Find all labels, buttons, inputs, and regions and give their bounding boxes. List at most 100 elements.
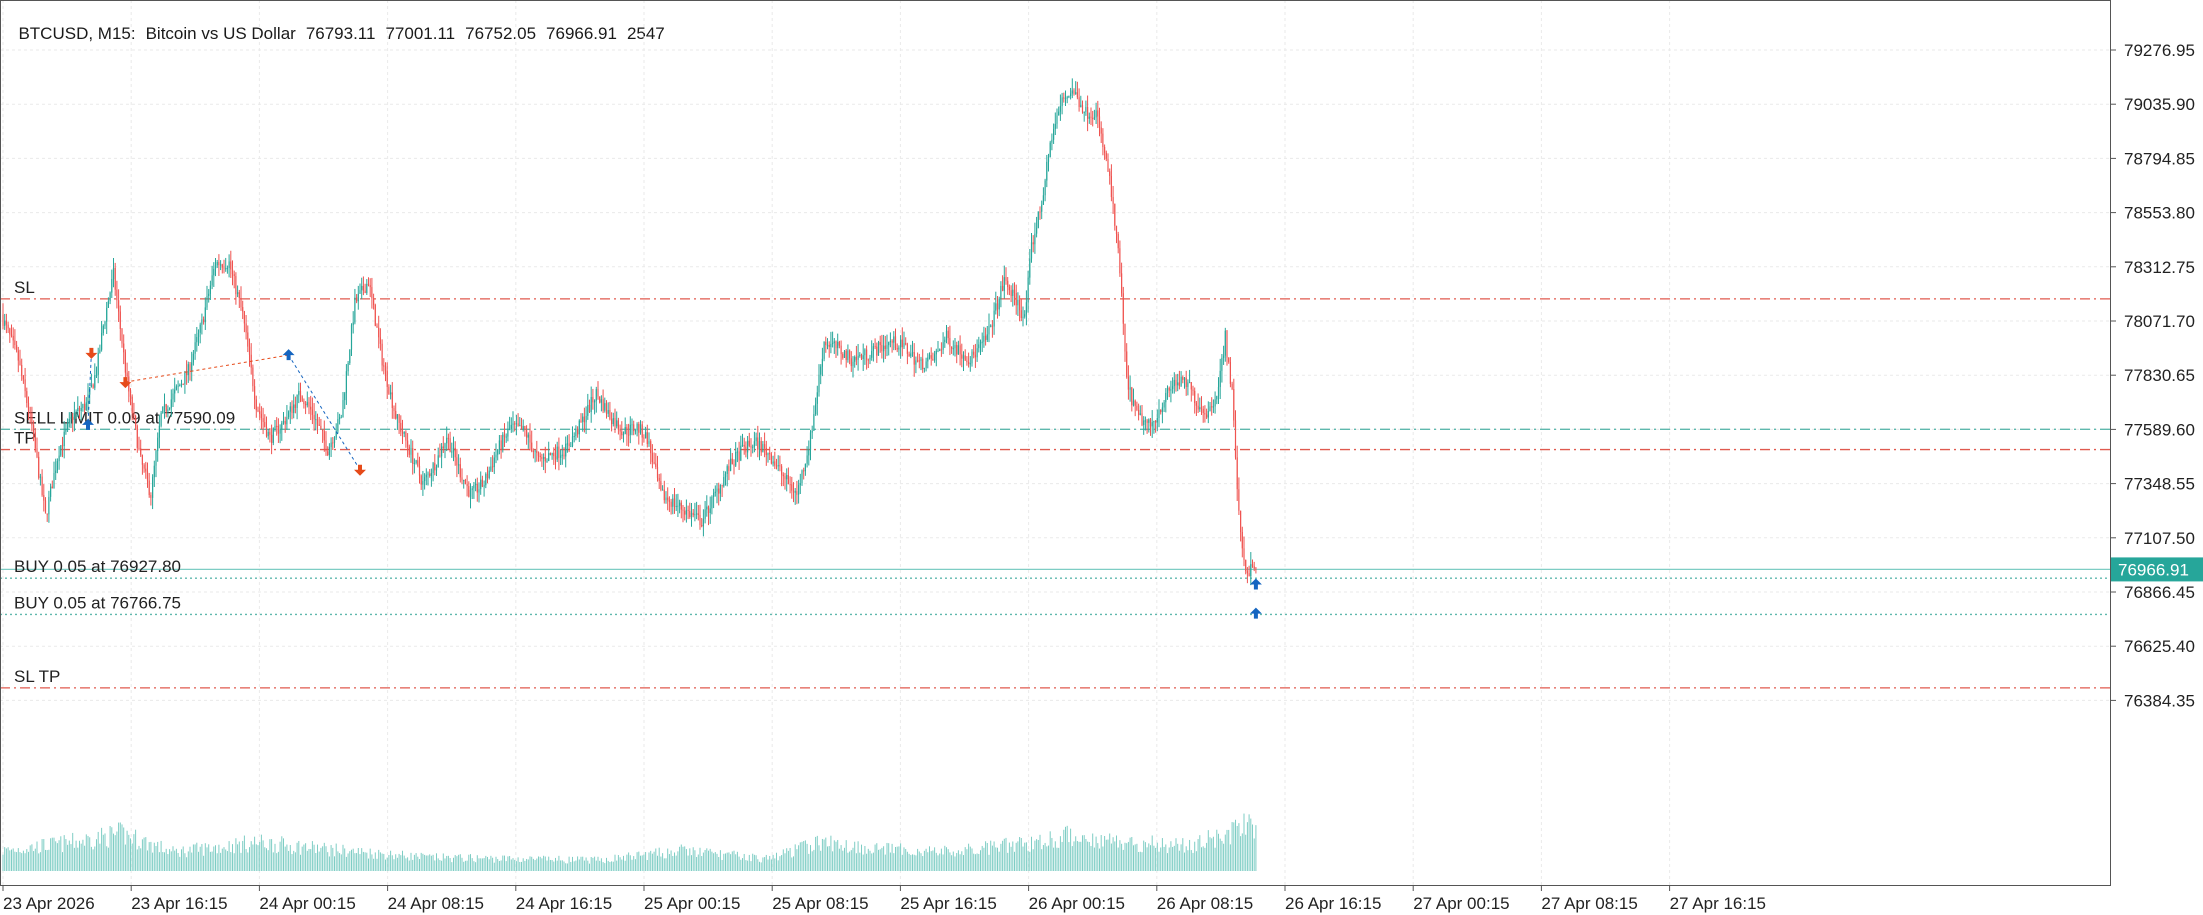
volume-bar: [1199, 835, 1201, 871]
volume-bar: [743, 853, 745, 871]
volume-bar: [901, 854, 903, 871]
volume-bar: [196, 842, 198, 871]
bull-candle-body: [157, 437, 159, 452]
volume-bar: [954, 856, 956, 871]
volume-bar: [65, 839, 67, 871]
bear-candle-body: [384, 366, 387, 371]
bull-candle-body: [1088, 116, 1090, 119]
volume-bar: [22, 850, 24, 871]
bear-candle-body: [1236, 457, 1238, 490]
bear-candle-body: [775, 465, 778, 467]
bull-candle-body: [56, 461, 58, 471]
bull-candle-body: [1041, 204, 1043, 212]
bull-candle-body: [723, 477, 725, 487]
volume-bar: [430, 855, 432, 871]
bull-candle-body: [488, 470, 490, 479]
bull-candle-body: [1080, 105, 1082, 108]
bear-candle-body: [699, 514, 701, 526]
bull-candle-body: [578, 420, 580, 435]
bull-candle-body: [480, 479, 482, 490]
volume-bar: [674, 852, 675, 871]
bear-candle-body: [906, 344, 908, 354]
volume-bar: [728, 852, 730, 871]
bull-candle-body: [1209, 406, 1211, 412]
bear-candle-body: [1138, 409, 1140, 415]
bull-candle-body: [565, 443, 567, 457]
volume-bar: [937, 855, 939, 871]
volume-bar: [577, 856, 579, 871]
volume-bar: [796, 849, 798, 871]
volume-bar: [1044, 842, 1046, 871]
volume-bar: [172, 846, 174, 871]
bear-candle-body: [131, 396, 133, 414]
bear-candle-body: [189, 364, 191, 372]
bear-candle-body: [825, 341, 827, 346]
bull-candle-body: [1153, 420, 1155, 423]
bull-candle-body: [993, 310, 995, 327]
bear-candle-body: [223, 267, 225, 269]
bull-candle-body: [1027, 277, 1029, 303]
bear-candle-body: [1015, 293, 1017, 306]
volume-bar: [354, 853, 356, 871]
volume-bar: [691, 855, 692, 871]
bull-candle-body: [1250, 564, 1252, 577]
volume-bar: [1025, 842, 1027, 871]
volume-bar: [1144, 842, 1146, 871]
bull-candle-body: [430, 473, 432, 476]
price-tick-label: 78794.85: [2124, 149, 2195, 168]
volume-bar: [787, 850, 789, 871]
bull-candle-body: [288, 411, 290, 418]
volume-bar: [1165, 844, 1167, 871]
bull-candle-body: [1177, 382, 1179, 386]
volume-bar: [612, 861, 614, 871]
volume-bar: [266, 848, 267, 871]
bear-candle-body: [697, 513, 699, 515]
volume-bar: [524, 860, 526, 871]
bear-candle-body: [599, 396, 601, 403]
bull-candle-body: [90, 384, 92, 388]
volume-bar: [702, 852, 704, 871]
bull-candle-body: [1166, 387, 1169, 393]
volume-bar: [1202, 846, 1204, 871]
volume-bar: [804, 840, 806, 871]
volume-bar: [944, 845, 946, 871]
volume-bar: [1114, 841, 1116, 871]
price-tick-label: 76384.35: [2124, 691, 2195, 710]
level-label-sl-tp-lower: SL TP: [14, 667, 60, 686]
bull-candle-body: [478, 489, 480, 493]
bull-candle-body: [1012, 289, 1014, 296]
time-tick-label: 25 Apr 08:15: [772, 894, 868, 913]
bull-candle-body: [911, 352, 914, 354]
bear-candle-body: [956, 344, 958, 355]
bear-candle-body: [668, 500, 670, 502]
bear-candle-body: [1005, 277, 1007, 281]
bull-candle-body: [801, 470, 803, 484]
volume-bar: [189, 846, 191, 871]
volume-bar: [541, 858, 543, 871]
volume-bar: [1014, 851, 1015, 871]
bull-candle-body: [510, 424, 512, 429]
bull-candle-body: [690, 512, 693, 518]
bear-candle-body: [325, 440, 327, 452]
bull-candle-body: [923, 367, 925, 370]
volume-bar: [767, 859, 769, 871]
volume-bar: [405, 858, 407, 871]
volume-bar: [731, 851, 733, 871]
volume-bar: [335, 843, 337, 871]
volume-bar: [206, 847, 208, 871]
bear-candle-body: [148, 480, 150, 496]
volume-bar: [976, 853, 978, 871]
volume-bar: [706, 848, 708, 871]
volume-bar: [502, 855, 504, 871]
volume-bar: [964, 847, 966, 871]
bear-candle-body: [1255, 568, 1257, 570]
bull-candle-body: [808, 449, 810, 456]
volume-bar: [1160, 847, 1162, 871]
volume-bar: [733, 850, 735, 871]
volume-bar: [1037, 839, 1039, 871]
bear-candle-body: [655, 463, 657, 467]
volume-bar: [41, 839, 43, 871]
volume-bar: [400, 855, 402, 871]
volume-bar: [1204, 847, 1206, 871]
